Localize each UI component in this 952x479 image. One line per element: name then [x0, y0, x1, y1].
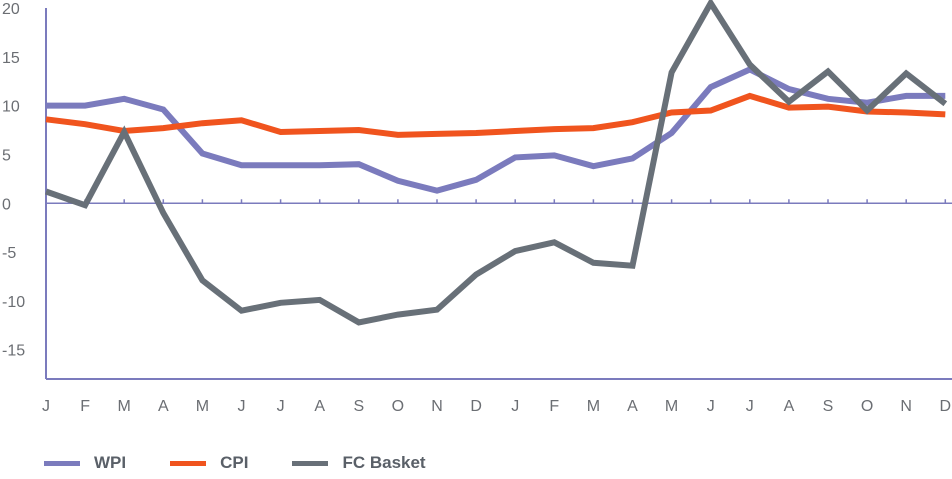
x-tick-label: M [118, 398, 131, 415]
y-tick-label: 0 [2, 196, 11, 213]
x-tick-label: N [431, 398, 443, 415]
x-tick-label: O [392, 398, 404, 415]
x-tick-label: A [314, 398, 325, 415]
line-chart: 20 15 10 5 0 -5 -10 -15 J F M A M J J A S O N D J F M A M J J A S O N… [2, 0, 952, 415]
x-tick-label: D [470, 398, 482, 415]
y-axis-labels: 20 15 10 5 0 -5 -10 -15 [2, 1, 25, 360]
legend-item-fc-basket: FC Basket [292, 453, 426, 473]
x-tick-label: M [196, 398, 209, 415]
y-tick-label: -5 [2, 245, 16, 262]
x-tick-label: A [158, 398, 169, 415]
x-tick-label: N [900, 398, 912, 415]
series-line-wpi [46, 66, 946, 194]
series-lines [45, 0, 948, 326]
x-tick-label: F [549, 398, 559, 415]
x-tick-label: J [746, 398, 754, 415]
y-tick-label: 10 [2, 99, 20, 116]
x-tick-label: J [511, 398, 519, 415]
x-tick-label: O [861, 398, 873, 415]
legend-item-wpi: WPI [44, 453, 126, 473]
legend-label-wpi: WPI [94, 453, 127, 472]
series-line-fc-basket [45, 0, 948, 326]
legend-swatch-cpi [170, 460, 207, 466]
x-tick-label: J [238, 398, 246, 415]
y-tick-label: 20 [2, 1, 20, 18]
x-tick-label: F [80, 398, 90, 415]
series-line-cpi [45, 92, 946, 138]
legend-item-cpi: CPI [170, 453, 248, 473]
axes [45, 8, 952, 380]
legend: WPI CPI FC Basket [44, 453, 470, 473]
x-tick-label: S [353, 398, 364, 415]
x-tick-label: M [587, 398, 600, 415]
legend-swatch-fc-basket [292, 460, 329, 466]
legend-label-fc-basket: FC Basket [342, 453, 426, 472]
y-tick-label: -10 [2, 294, 25, 311]
y-tick-label: -15 [2, 343, 25, 360]
x-tick-label: D [940, 398, 952, 415]
x-tick-label: J [707, 398, 715, 415]
legend-swatch-wpi [44, 460, 80, 466]
x-tick-label: A [627, 398, 638, 415]
y-tick-label: 5 [2, 147, 11, 164]
x-tick-label: J [42, 398, 50, 415]
x-tick-label: S [823, 398, 834, 415]
x-tick-label: A [784, 398, 795, 415]
legend-label-cpi: CPI [220, 453, 249, 472]
x-tick-label: J [277, 398, 285, 415]
y-tick-label: 15 [2, 50, 20, 67]
x-tick-label: M [665, 398, 678, 415]
